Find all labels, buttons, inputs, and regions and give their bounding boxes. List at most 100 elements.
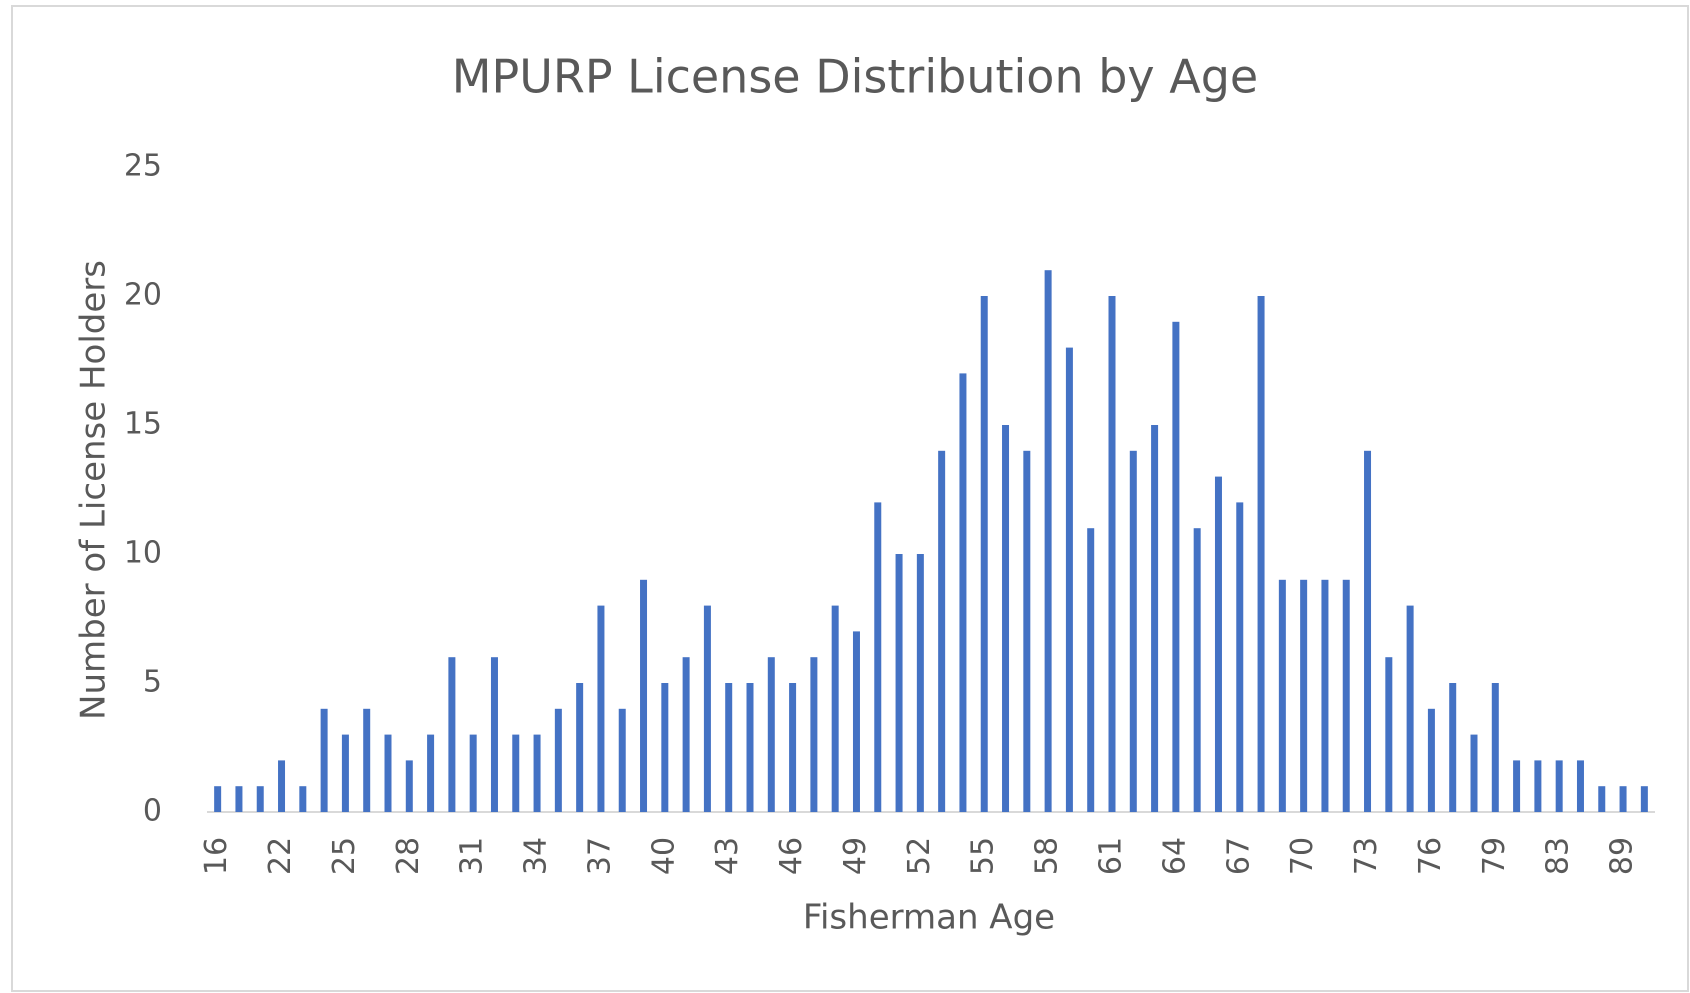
- x-tick-label: 25: [327, 837, 362, 875]
- x-tick-label: 52: [902, 837, 937, 875]
- bar: [1619, 786, 1627, 812]
- x-tick-label: 40: [646, 837, 681, 875]
- bar: [874, 502, 882, 812]
- bar: [1364, 450, 1372, 812]
- bar: [661, 683, 669, 812]
- chart-title: MPURP License Distribution by Age: [452, 50, 1258, 104]
- bar: [512, 734, 520, 812]
- y-tick-label: 10: [124, 536, 162, 571]
- x-tick-label: 28: [391, 837, 426, 875]
- x-tick-label: 89: [1605, 837, 1640, 875]
- bar: [1087, 528, 1095, 812]
- bar: [384, 734, 392, 812]
- x-tick-label: 43: [710, 837, 745, 875]
- y-tick-label: 25: [124, 149, 162, 184]
- x-tick-label: 67: [1221, 837, 1256, 875]
- bar: [831, 605, 839, 812]
- bar: [1598, 786, 1606, 812]
- bar: [1342, 579, 1350, 812]
- y-tick-label: 15: [124, 407, 162, 442]
- bar: [1470, 734, 1478, 812]
- bar: [1172, 321, 1180, 812]
- x-tick-label: 34: [519, 837, 554, 875]
- chart-frame: [11, 5, 1689, 992]
- x-tick-label: 31: [455, 837, 490, 875]
- y-tick-label: 5: [143, 665, 162, 700]
- bar: [682, 657, 690, 812]
- bar: [278, 760, 286, 812]
- bar: [214, 786, 222, 812]
- x-tick-label: 22: [263, 837, 298, 875]
- bar: [852, 631, 860, 812]
- bar: [1044, 270, 1052, 812]
- x-tick-label: 64: [1157, 837, 1192, 875]
- bar: [1321, 579, 1329, 812]
- bar: [1406, 605, 1414, 812]
- x-tick-label: 76: [1413, 837, 1448, 875]
- x-tick-label: 55: [966, 837, 1001, 875]
- bar: [1129, 450, 1137, 812]
- bar: [363, 708, 371, 812]
- x-tick-label: 46: [774, 837, 809, 875]
- x-tick-label: 79: [1477, 837, 1512, 875]
- x-axis-title: Fisherman Age: [803, 898, 1055, 938]
- bar: [1427, 708, 1435, 812]
- x-tick-label: 61: [1094, 837, 1129, 875]
- bar: [1002, 425, 1010, 812]
- bar: [895, 554, 903, 812]
- bar: [320, 708, 328, 812]
- bar: [618, 708, 626, 812]
- bar: [725, 683, 733, 812]
- bar: [1193, 528, 1201, 812]
- bar: [597, 605, 605, 812]
- bar: [554, 708, 562, 812]
- bar: [810, 657, 818, 812]
- bar: [1065, 347, 1073, 812]
- bar: [1491, 683, 1499, 812]
- bar: [980, 296, 988, 812]
- bar: [1278, 579, 1286, 812]
- x-tick-label: 16: [199, 837, 234, 875]
- bar: [767, 657, 775, 812]
- bar: [959, 373, 967, 812]
- bar: [1257, 296, 1265, 812]
- bar: [1385, 657, 1393, 812]
- bar: [256, 786, 264, 812]
- bar: [1300, 579, 1308, 812]
- bar: [1513, 760, 1521, 812]
- bar: [1640, 786, 1648, 812]
- bar: [341, 734, 349, 812]
- bar: [640, 579, 648, 812]
- bar: [405, 760, 413, 812]
- x-tick-label: 70: [1285, 837, 1320, 875]
- bar: [1214, 476, 1222, 812]
- y-axis-title: Number of License Holders: [74, 260, 114, 720]
- x-tick-label: 49: [838, 837, 873, 875]
- x-tick-label: 73: [1349, 837, 1384, 875]
- y-tick-label: 20: [124, 278, 162, 313]
- bar: [746, 683, 754, 812]
- bar: [448, 657, 456, 812]
- bar: [490, 657, 498, 812]
- bar: [1449, 683, 1457, 812]
- bar: [1534, 760, 1542, 812]
- bar: [1576, 760, 1584, 812]
- bar: [235, 786, 243, 812]
- x-tick-label: 58: [1030, 837, 1065, 875]
- bar: [916, 554, 924, 812]
- bar: [1151, 425, 1159, 812]
- bar: [1555, 760, 1563, 812]
- bar: [1023, 450, 1031, 812]
- bar: [576, 683, 584, 812]
- x-tick-label: 83: [1541, 837, 1576, 875]
- bar: [1108, 296, 1116, 812]
- bar: [427, 734, 435, 812]
- x-tick-label: 37: [582, 837, 617, 875]
- bar: [1236, 502, 1244, 812]
- bar: [299, 786, 307, 812]
- y-tick-label: 0: [143, 794, 162, 829]
- bar: [533, 734, 541, 812]
- bar: [703, 605, 711, 812]
- bar: [938, 450, 946, 812]
